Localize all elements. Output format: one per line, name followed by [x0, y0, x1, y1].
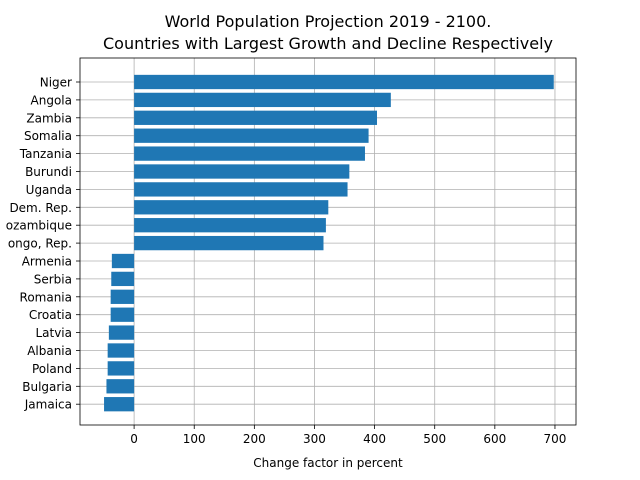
- bar: [134, 74, 554, 90]
- bar: [134, 128, 369, 143]
- category-label: Zambia: [26, 111, 72, 125]
- bar: [134, 92, 391, 108]
- chart-title-line-2: Countries with Largest Growth and Declin…: [103, 34, 553, 53]
- bar: [107, 361, 135, 376]
- category-label: Niger: [40, 76, 72, 90]
- category-label: Dem. Rep.: [9, 201, 72, 215]
- bar: [134, 235, 324, 251]
- bar: [111, 271, 135, 287]
- category-label: Serbia: [34, 272, 72, 286]
- bar: [107, 343, 135, 358]
- bar: [134, 182, 348, 197]
- bar: [134, 164, 350, 179]
- bar: [108, 325, 135, 340]
- bar: [110, 307, 135, 322]
- bar: [111, 253, 135, 269]
- x-tick-label: 700: [544, 432, 567, 446]
- category-label: Somalia: [24, 129, 72, 143]
- category-label: Tanzania: [19, 147, 72, 161]
- bar: [134, 200, 329, 215]
- category-label: Albania: [27, 344, 72, 358]
- x-tick-label: 300: [303, 432, 326, 446]
- x-tick-label: 600: [483, 432, 506, 446]
- x-tick-label: 0: [130, 432, 138, 446]
- category-label: Angola: [31, 93, 72, 107]
- category-label: Croatia: [29, 308, 72, 322]
- x-axis-label: Change factor in percent: [253, 456, 403, 470]
- bars: [104, 74, 554, 412]
- x-tick-label: 100: [183, 432, 206, 446]
- category-label: Romania: [20, 290, 72, 304]
- category-label: Bulgaria: [22, 380, 72, 394]
- category-label: Armenia: [22, 255, 72, 269]
- bar: [104, 397, 135, 412]
- category-label: ongo, Rep.: [8, 237, 72, 251]
- category-label: Poland: [32, 362, 72, 376]
- bar: [110, 289, 135, 304]
- category-label: ozambique: [6, 219, 72, 233]
- plot-frame: [79, 57, 577, 426]
- bar: [134, 110, 377, 125]
- bar: [134, 218, 326, 233]
- category-label: Burundi: [25, 165, 72, 179]
- bar: [106, 379, 135, 394]
- category-label: Jamaica: [24, 398, 72, 412]
- x-tick-label: 200: [243, 432, 266, 446]
- bar: [134, 146, 365, 161]
- category-label: Uganda: [26, 183, 72, 197]
- ticks: 0 100 200 300 400 500 600 700 Niger Angola Zambia S…: [6, 76, 567, 447]
- category-label: Latvia: [35, 326, 72, 340]
- chart-title-line-1: World Population Projection 2019 - 2100.: [165, 12, 492, 31]
- x-tick-label: 400: [363, 432, 386, 446]
- x-tick-label: 500: [423, 432, 446, 446]
